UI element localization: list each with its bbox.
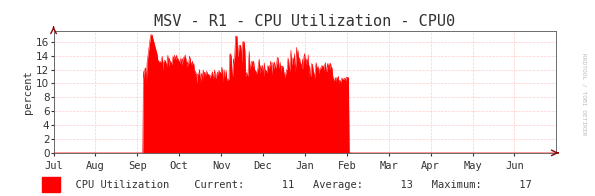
Text: CPU Utilization    Current:      11   Average:      13   Maximum:      17: CPU Utilization Current: 11 Average: 13 … <box>63 180 532 190</box>
Y-axis label: percent: percent <box>23 70 33 114</box>
Text: RRDTOOL / TOBI OETIKER: RRDTOOL / TOBI OETIKER <box>582 53 587 135</box>
Title: MSV - R1 - CPU Utilization - CPU0: MSV - R1 - CPU Utilization - CPU0 <box>154 14 456 29</box>
Bar <box>42 177 61 192</box>
